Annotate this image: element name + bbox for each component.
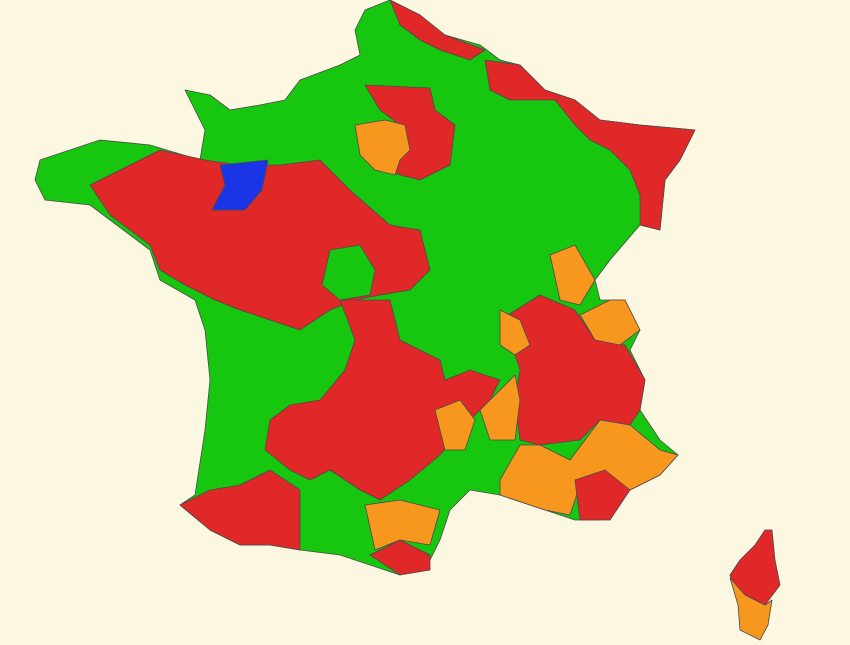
department-ardeche-orange[interactable] bbox=[479, 374, 521, 441]
region-paris-orange[interactable] bbox=[354, 119, 411, 176]
department-cantal-orange[interactable] bbox=[434, 399, 476, 451]
department-savoie-orange[interactable] bbox=[579, 299, 641, 346]
region-southwest-red[interactable] bbox=[179, 469, 301, 551]
region-picardie-red[interactable] bbox=[364, 84, 456, 181]
region-northeast-red[interactable] bbox=[484, 59, 696, 231]
department-ain-orange[interactable] bbox=[549, 244, 596, 306]
region-provence-orange[interactable] bbox=[499, 419, 679, 516]
department-aude-orange[interactable] bbox=[364, 499, 441, 551]
department-rhone-orange[interactable] bbox=[499, 309, 531, 356]
region-nord-red[interactable] bbox=[389, 0, 486, 61]
department-var-red[interactable] bbox=[574, 469, 631, 521]
region-center-south-red[interactable] bbox=[264, 299, 501, 501]
region-indre-green[interactable] bbox=[321, 244, 376, 301]
department-mayenne-blue[interactable] bbox=[211, 159, 269, 211]
department-pyrenees-orientales-red[interactable] bbox=[369, 539, 431, 576]
corsica-south-orange[interactable] bbox=[729, 577, 773, 641]
